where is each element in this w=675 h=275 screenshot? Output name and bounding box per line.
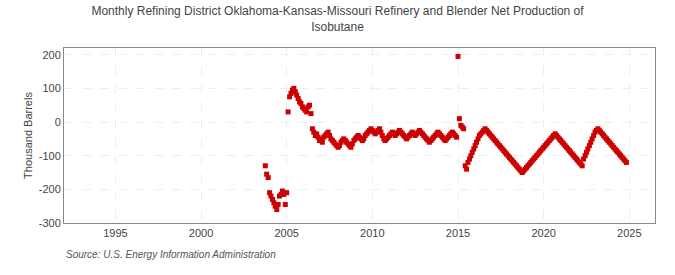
- svg-text:2000: 2000: [189, 227, 213, 239]
- svg-text:0: 0: [55, 116, 61, 128]
- svg-text:-100: -100: [39, 150, 61, 162]
- svg-text:Monthly Refining District Okla: Monthly Refining District Oklahoma-Kansa…: [91, 4, 584, 34]
- svg-text:-200: -200: [39, 183, 61, 195]
- svg-text:2010: 2010: [360, 227, 384, 239]
- svg-text:-300: -300: [39, 217, 61, 229]
- svg-text:100: 100: [42, 82, 60, 94]
- svg-text:2015: 2015: [446, 227, 470, 239]
- svg-text:2005: 2005: [274, 227, 298, 239]
- svg-text:2020: 2020: [531, 227, 555, 239]
- svg-text:200: 200: [42, 49, 60, 61]
- svg-text:Source: U.S. Energy Informatio: Source: U.S. Energy Information Administ…: [66, 249, 276, 260]
- svg-text:Thousand Barrels: Thousand Barrels: [22, 92, 34, 179]
- svg-text:2025: 2025: [617, 227, 641, 239]
- svg-text:1995: 1995: [103, 227, 127, 239]
